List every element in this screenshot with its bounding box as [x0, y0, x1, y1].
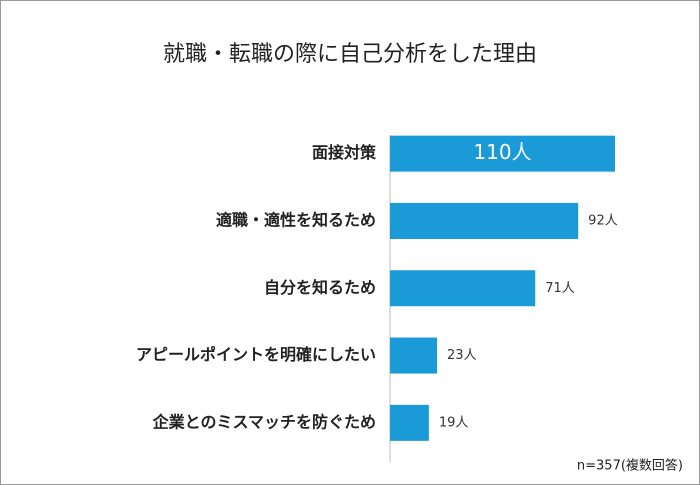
bar	[390, 337, 438, 374]
value-label: 110人	[473, 140, 531, 164]
category-label: 面接対策	[312, 143, 377, 162]
value-label: 19人	[439, 415, 469, 430]
bar	[390, 202, 579, 239]
bar	[390, 404, 429, 441]
bar	[390, 270, 536, 307]
category-label: 自分を知るため	[264, 278, 376, 297]
category-label: 適職・適性を知るため	[216, 210, 376, 229]
chart-title: 就職・転職の際に自己分析をした理由	[163, 42, 537, 67]
bar	[390, 135, 615, 172]
category-label: アピールポイントを明確にしたい	[136, 345, 376, 364]
note: n=357(複数回答)	[577, 458, 683, 474]
value-label: 92人	[588, 213, 618, 228]
value-label: 23人	[447, 348, 477, 363]
category-label: 企業とのミスマッチを防ぐため	[152, 412, 376, 431]
value-label: 71人	[545, 281, 575, 296]
